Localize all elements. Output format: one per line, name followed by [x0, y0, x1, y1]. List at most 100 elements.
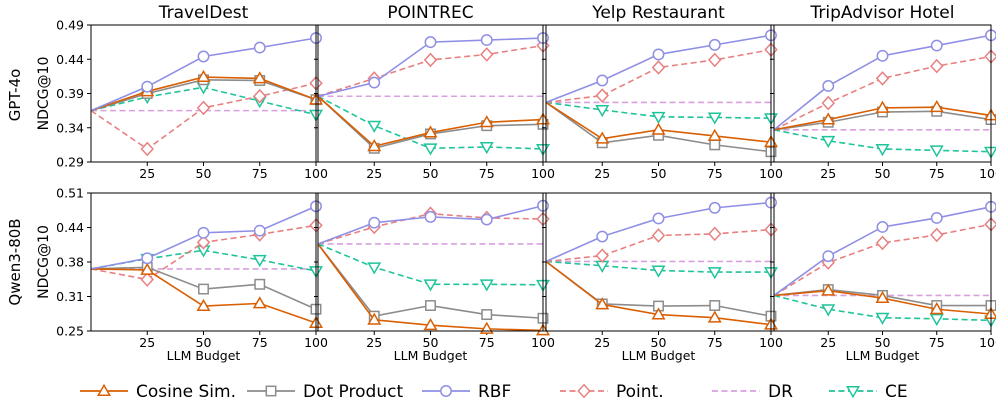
x-axis-label: LLM Budget [394, 348, 468, 363]
point-rbf [141, 80, 154, 93]
panel-title: Yelp Restaurant [591, 3, 725, 23]
x-tick-label: 25 [594, 335, 610, 350]
legend-label: Dot Product [303, 382, 403, 402]
y-tick-label: 0.34 [56, 120, 84, 135]
y-axis-label: NDCG@10 [36, 225, 52, 299]
point-cos [929, 99, 944, 113]
x-tick-label: 50 [423, 166, 439, 181]
legend-swatch-marker [265, 385, 277, 397]
series-ce [545, 260, 778, 280]
point-point [196, 235, 211, 250]
point-rbf [652, 48, 665, 61]
x-tick-label: 25 [594, 166, 610, 181]
point-ce [651, 265, 666, 278]
point-rbf [197, 226, 210, 239]
legend-item-dot: Dot Product [247, 382, 403, 402]
point-ce [367, 120, 382, 133]
panel-1-1: LLM Budget 25 50 75 100 [314, 192, 555, 363]
panel-1-3: LLM Budget 25 50 75 100 [770, 192, 996, 363]
x-tick-label: 100 [979, 335, 996, 350]
x-axis-label: LLM Budget [622, 348, 696, 363]
legend-swatch-marker [97, 383, 111, 396]
series-ce [317, 243, 550, 293]
series-ce [545, 101, 778, 126]
panel-0-0: TravelDest NDCG@10 0.29 0.34 0.39 0.44 0.49 25 5… [36, 3, 328, 181]
legend: Cosine Sim. Dot Product RBF Point. DR CE [80, 382, 908, 402]
series-rbf [90, 200, 322, 270]
x-tick-label: 25 [820, 166, 836, 181]
panel-1-0: NDCG@10 LLM Budget 0.25 0.31 0.38 0.44 0.51 25 5… [36, 186, 328, 364]
series-rbf [90, 32, 322, 112]
series-cos [773, 99, 996, 131]
point-cos [875, 290, 890, 304]
legend-item-dr: DR [712, 382, 793, 402]
point-point [423, 52, 438, 68]
x-tick-label: 75 [707, 166, 723, 181]
x-tick-label: 100 [531, 335, 555, 350]
point-cos [479, 115, 494, 128]
legend-item-point: Point. [560, 382, 664, 402]
point-point [930, 58, 944, 74]
y-tick-label: 0.39 [56, 86, 84, 101]
x-tick-label: 25 [139, 335, 155, 350]
y-tick-label: 0.49 [56, 18, 84, 33]
x-tick-label: 75 [252, 335, 268, 350]
series-line-dot [317, 95, 544, 150]
x-tick-label: 75 [479, 335, 495, 350]
point-ce [479, 141, 494, 155]
y-tick-label: 0.44 [56, 220, 84, 235]
point-cos [252, 71, 267, 84]
point-rbf [822, 250, 835, 263]
point-point [930, 227, 944, 243]
point-rbf [876, 49, 889, 62]
panel-frame [773, 24, 992, 163]
x-tick-label: 75 [707, 335, 723, 350]
x-tick-label: 50 [651, 166, 667, 181]
series-line-point [773, 55, 992, 131]
point-ce [423, 143, 438, 156]
panel-0-3: TripAdvisor Hotel 25 50 75 100 [770, 3, 996, 181]
point-rbf [424, 210, 437, 223]
series-rbf [545, 196, 777, 263]
x-tick-label: 50 [423, 335, 439, 350]
point-cos [196, 69, 211, 83]
row-label-qwen3: Qwen3-80B [6, 218, 24, 305]
point-point [595, 88, 609, 103]
point-cos [821, 283, 836, 296]
series-point [545, 222, 778, 263]
point-ce [367, 262, 382, 275]
panel-1-2: LLM Budget 25 50 75 100 [542, 192, 783, 363]
series-rbf [773, 29, 996, 131]
point-ce [423, 279, 438, 292]
point-cos [707, 310, 722, 323]
point-rbf [424, 36, 437, 49]
series-rbf [317, 199, 549, 245]
point-ce [875, 144, 890, 157]
point-ce [707, 267, 722, 280]
panels: TravelDest NDCG@10 0.29 0.34 0.39 0.44 0.49 25 5… [36, 3, 996, 363]
x-tick-label: 50 [196, 166, 212, 181]
series-cos [90, 262, 323, 328]
point-ce [821, 304, 836, 317]
point-ce [479, 279, 494, 292]
x-tick-label: 50 [651, 335, 667, 350]
point-dot [709, 300, 721, 311]
panel-frame [773, 192, 992, 332]
series-line-point [773, 223, 992, 297]
legend-swatch-marker [846, 386, 860, 399]
point-dot [254, 278, 266, 290]
point-rbf [708, 201, 721, 214]
point-rbf [480, 34, 493, 47]
point-point [708, 52, 722, 68]
legend-label: CE [885, 382, 908, 402]
point-ce [821, 135, 836, 148]
point-ce [252, 254, 267, 268]
legend-item-rbf: RBF [422, 382, 511, 402]
legend-swatch-marker [577, 383, 591, 399]
y-tick-label: 0.51 [56, 186, 84, 201]
panel-frame [545, 24, 772, 163]
panel-0-2: Yelp Restaurant 25 50 75 100 [542, 3, 783, 181]
point-point [140, 272, 154, 287]
panel-title: POINTREC [387, 3, 473, 23]
point-cos [367, 139, 382, 152]
